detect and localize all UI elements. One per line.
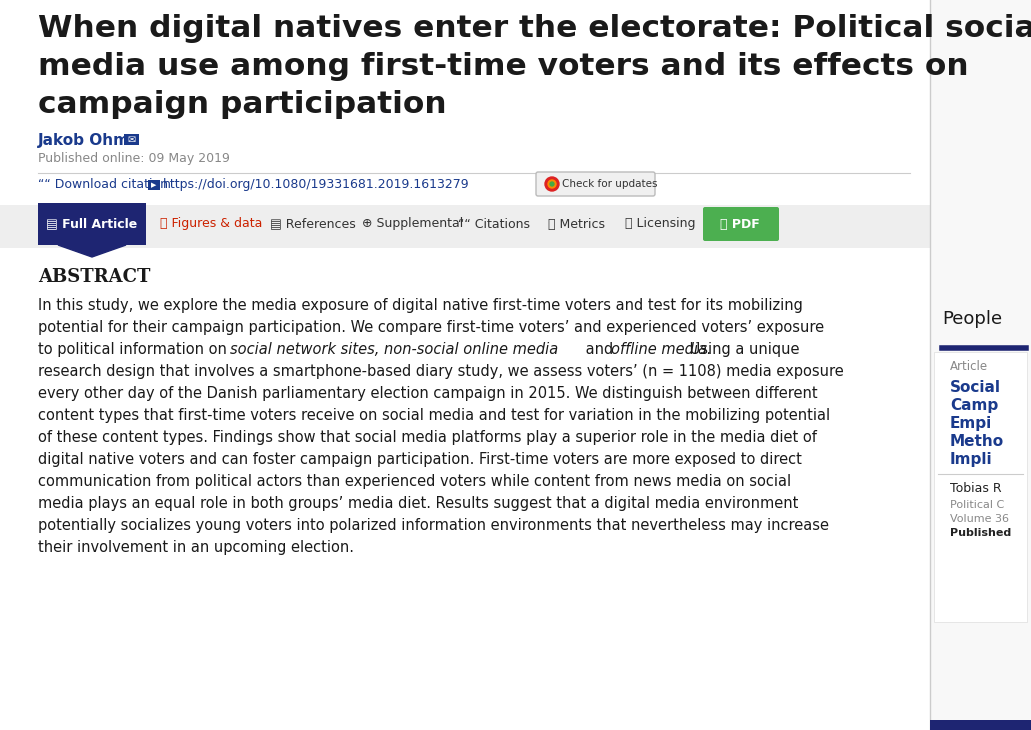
Text: media plays an equal role in both groups’ media diet. Results suggest that a dig: media plays an equal role in both groups…: [38, 496, 798, 511]
Text: content types that first-time voters receive on social media and test for variat: content types that first-time voters rec…: [38, 408, 830, 423]
Text: Published: Published: [950, 528, 1011, 538]
Text: https://doi.org/10.1080/19331681.2019.1613279: https://doi.org/10.1080/19331681.2019.16…: [163, 178, 470, 191]
Text: Camp: Camp: [950, 398, 998, 413]
Bar: [124, 134, 139, 145]
Text: Impli: Impli: [950, 452, 993, 467]
Text: ▶: ▶: [152, 182, 157, 188]
Text: campaign participation: campaign participation: [38, 90, 446, 119]
Bar: [930, 720, 1031, 730]
Text: ▤ Full Article: ▤ Full Article: [46, 218, 137, 231]
Text: potential for their campaign participation. We compare first-time voters’ and ex: potential for their campaign participati…: [38, 320, 824, 335]
Bar: [38, 203, 146, 245]
Bar: [148, 180, 160, 190]
Text: of these content types. Findings show that social media platforms play a superio: of these content types. Findings show th…: [38, 430, 817, 445]
Text: ▤ References: ▤ References: [270, 218, 356, 231]
Text: to political information on: to political information on: [38, 342, 232, 357]
Text: every other day of the Danish parliamentary election campaign in 2015. We distin: every other day of the Danish parliament…: [38, 386, 818, 401]
Text: ““ Download citation: ““ Download citation: [38, 178, 168, 191]
Text: Published online: 09 May 2019: Published online: 09 May 2019: [38, 152, 230, 165]
Text: ⊕ Supplemental: ⊕ Supplemental: [362, 218, 463, 231]
Text: Jakob Ohme: Jakob Ohme: [38, 133, 140, 148]
Text: Check for updates: Check for updates: [562, 179, 658, 189]
Text: Social: Social: [950, 380, 1001, 395]
Bar: [0, 205, 930, 248]
Bar: [934, 352, 1027, 622]
Text: Using a unique: Using a unique: [685, 342, 799, 357]
Text: offline media.: offline media.: [611, 342, 711, 357]
Text: social network sites, non-social online media: social network sites, non-social online …: [230, 342, 558, 357]
Text: digital native voters and can foster campaign participation. First-time voters a: digital native voters and can foster cam…: [38, 452, 802, 467]
Text: Tobias R: Tobias R: [950, 482, 1002, 495]
Text: 📄 PDF: 📄 PDF: [720, 218, 760, 231]
FancyBboxPatch shape: [536, 172, 655, 196]
Text: media use among first-time voters and its effects on: media use among first-time voters and it…: [38, 52, 969, 81]
Text: ““ Citations: ““ Citations: [458, 218, 530, 231]
Circle shape: [548, 180, 556, 188]
Text: Article: Article: [950, 360, 988, 373]
Text: Metho: Metho: [950, 434, 1004, 449]
Text: 🖼 Figures & data: 🖼 Figures & data: [160, 218, 262, 231]
Text: their involvement in an upcoming election.: their involvement in an upcoming electio…: [38, 540, 354, 555]
Text: potentially socializes young voters into polarized information environments that: potentially socializes young voters into…: [38, 518, 829, 533]
Text: In this study, we explore the media exposure of digital native first-time voters: In this study, we explore the media expo…: [38, 298, 803, 313]
Text: 📊 Metrics: 📊 Metrics: [548, 218, 605, 231]
Text: and: and: [581, 342, 618, 357]
Text: Empi: Empi: [950, 416, 992, 431]
Text: When digital natives enter the electorate: Political social: When digital natives enter the electorat…: [38, 14, 1031, 43]
Text: ABSTRACT: ABSTRACT: [38, 268, 151, 286]
Text: Volume 36: Volume 36: [950, 514, 1009, 524]
Circle shape: [545, 177, 559, 191]
Text: Ⓜ Licensing: Ⓜ Licensing: [625, 218, 696, 231]
Circle shape: [550, 182, 554, 186]
Text: ✉: ✉: [128, 134, 135, 145]
FancyBboxPatch shape: [703, 207, 779, 241]
Polygon shape: [58, 245, 126, 257]
Text: research design that involves a smartphone-based diary study, we assess voters’ : research design that involves a smartpho…: [38, 364, 843, 379]
Text: People: People: [942, 310, 1002, 328]
Bar: [930, 0, 1031, 730]
Text: Political C: Political C: [950, 500, 1004, 510]
Text: communication from political actors than experienced voters while content from n: communication from political actors than…: [38, 474, 791, 489]
